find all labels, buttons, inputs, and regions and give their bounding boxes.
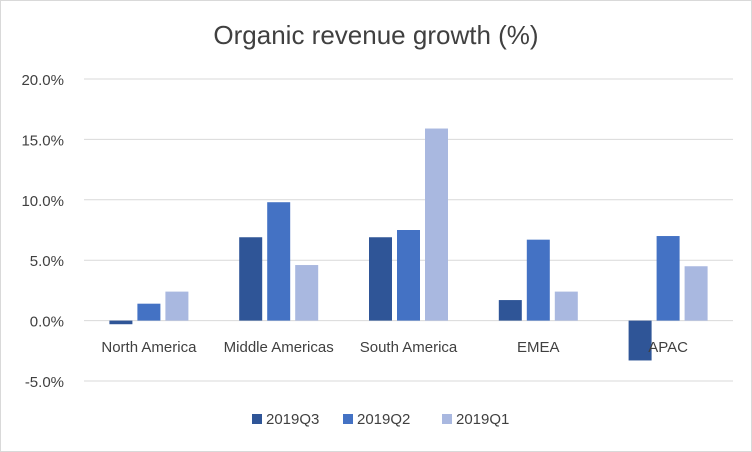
legend-label: 2019Q2	[357, 411, 410, 428]
bar	[239, 237, 263, 321]
y-tick-label: 10.0%	[21, 193, 64, 210]
bar	[109, 320, 133, 325]
legend-swatch	[442, 414, 452, 424]
legend-label: 2019Q1	[456, 411, 509, 428]
y-tick-label: 15.0%	[21, 132, 64, 149]
x-tick-label: South America	[360, 339, 458, 356]
bar	[369, 237, 392, 321]
y-tick-label: 0.0%	[30, 314, 64, 331]
x-tick-label: APAC	[648, 339, 688, 356]
bar	[656, 236, 680, 321]
bar	[267, 202, 291, 321]
bar	[554, 291, 578, 321]
bar	[295, 265, 319, 321]
bar	[628, 320, 652, 361]
x-tick-label: Middle Americas	[224, 339, 334, 356]
legend-swatch	[252, 414, 262, 424]
y-tick-label: 5.0%	[30, 253, 64, 270]
bar	[165, 291, 189, 321]
bar	[397, 230, 420, 321]
bar	[526, 239, 550, 321]
y-tick-label: 20.0%	[21, 72, 64, 89]
bar	[137, 303, 161, 321]
chart-title: Organic revenue growth (%)	[213, 20, 539, 50]
y-tick-label: -5.0%	[25, 374, 64, 391]
bar	[425, 128, 448, 321]
bar	[684, 266, 708, 321]
bar	[498, 300, 522, 321]
legend-swatch	[343, 414, 353, 424]
legend-label: 2019Q3	[266, 411, 319, 428]
x-tick-label: EMEA	[517, 339, 560, 356]
x-tick-label: North America	[101, 339, 197, 356]
